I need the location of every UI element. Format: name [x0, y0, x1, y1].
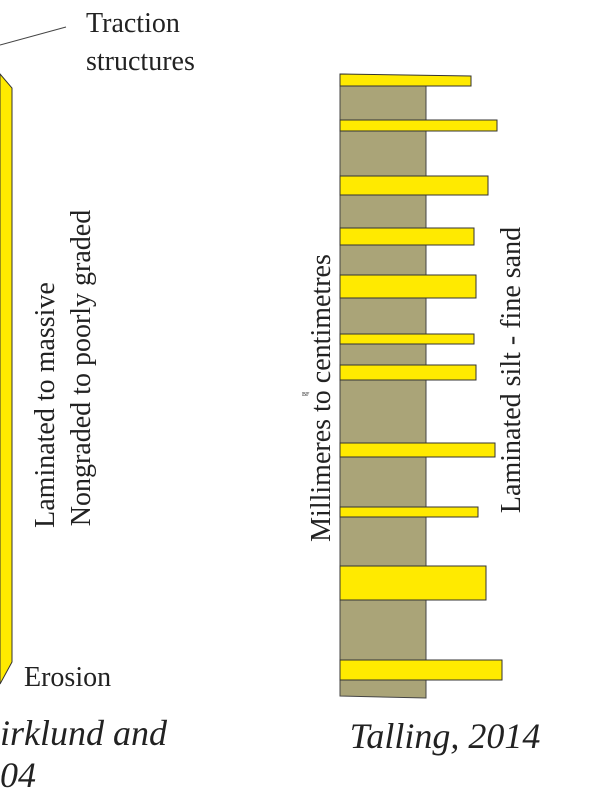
citation: Talling, 2014	[350, 716, 541, 756]
description: Laminated silt - fine sand	[496, 227, 527, 513]
description: Nongraded to poorly graded	[66, 210, 97, 526]
left-bed	[0, 73, 13, 685]
citation: 04	[0, 755, 36, 795]
callout: Traction	[86, 8, 180, 39]
mud-column	[339, 73, 427, 699]
sand-beds	[339, 73, 503, 681]
base-label: Erosion	[24, 662, 111, 693]
thickness-label: Millimeres to centimetres	[306, 254, 337, 542]
citation: irklund and	[0, 713, 168, 753]
callout: structures	[86, 46, 195, 77]
callout-line	[0, 26, 67, 46]
description: Laminated to massive	[30, 282, 61, 528]
mark: BF	[302, 392, 310, 398]
